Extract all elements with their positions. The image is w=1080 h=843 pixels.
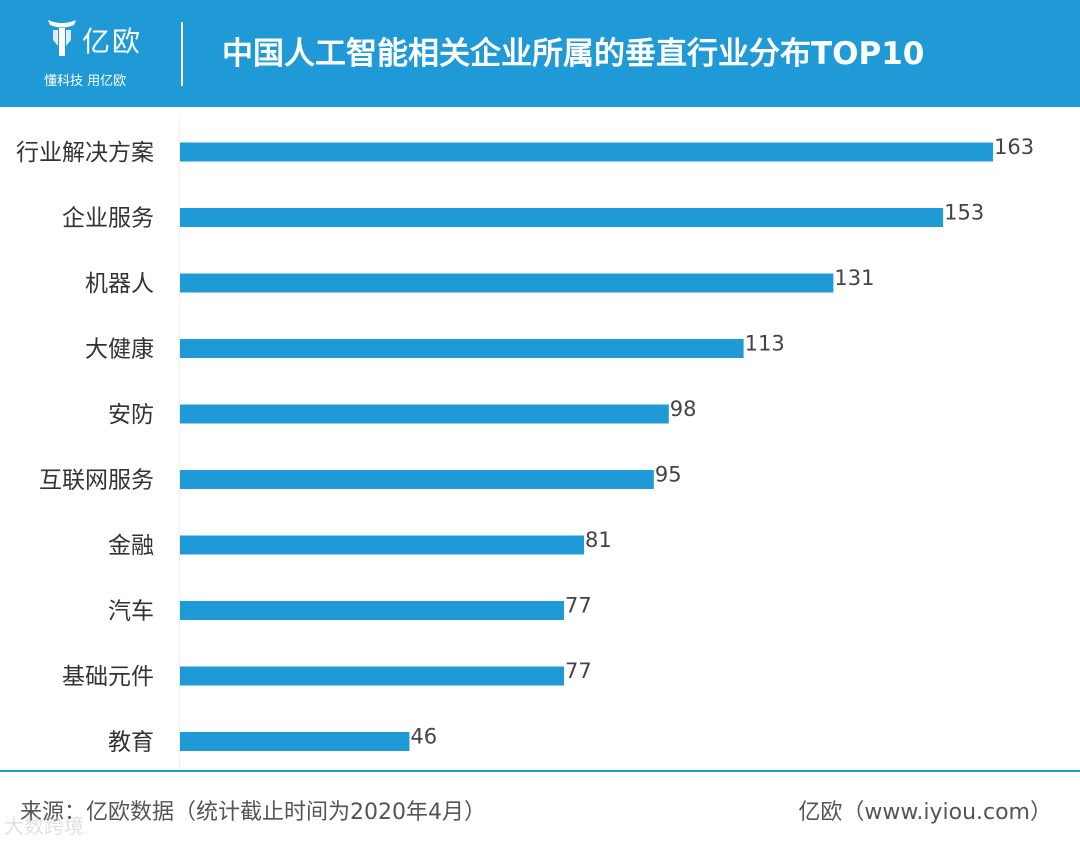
- category-label-2: 机器人: [85, 271, 154, 297]
- value-label-8: 77: [565, 659, 592, 683]
- header-divider: [181, 22, 183, 86]
- watermark: 大数跨境: [4, 814, 84, 838]
- bar-7: [180, 601, 565, 620]
- category-label-7: 汽车: [108, 599, 154, 625]
- value-label-3: 113: [745, 332, 785, 356]
- value-label-7: 77: [565, 594, 592, 618]
- category-label-4: 安防: [108, 402, 154, 428]
- bar-chart: 行业解决方案 163 企业服务 153 机器人 131 大健康 113 安防 98 互联网服务 95 金…: [16, 115, 1034, 767]
- logo: 亿欧 懂科技 用亿欧: [40, 16, 150, 92]
- category-label-6: 金融: [108, 533, 154, 559]
- value-label-5: 95: [655, 463, 682, 487]
- site-credit: 亿欧（www.iyiou.com）: [798, 800, 1052, 825]
- source-note: 来源：亿欧数据（统计截止时间为2020年4月）: [20, 800, 486, 825]
- footer-divider: [0, 770, 1080, 772]
- category-label-1: 企业服务: [62, 206, 154, 232]
- value-label-9: 46: [410, 725, 437, 749]
- bar-8: [180, 666, 565, 686]
- bar-9: [180, 732, 410, 751]
- bar-3: [180, 339, 744, 358]
- bar-1: [180, 208, 944, 227]
- value-label-2: 131: [834, 266, 874, 290]
- category-label-5: 互联网服务: [39, 468, 154, 494]
- bar-5: [180, 470, 654, 489]
- value-label-4: 98: [670, 397, 697, 421]
- category-label-9: 教育: [108, 730, 154, 756]
- logo-name: 亿欧: [82, 25, 143, 58]
- category-label-0: 行业解决方案: [16, 140, 154, 166]
- header-banner: 亿欧 懂科技 用亿欧 中国人工智能相关企业所属的垂直行业分布TOP10: [0, 0, 1080, 107]
- bar-6: [180, 535, 585, 555]
- category-label-3: 大健康: [85, 337, 154, 363]
- value-label-1: 153: [944, 201, 984, 225]
- value-label-0: 163: [994, 135, 1034, 159]
- logo-mark-icon: [48, 20, 76, 56]
- bar-4: [180, 404, 669, 424]
- chart-title: 中国人工智能相关企业所属的垂直行业分布TOP10: [222, 36, 925, 72]
- value-label-6: 81: [585, 528, 612, 552]
- bar-2: [180, 273, 834, 293]
- category-label-8: 基础元件: [62, 664, 154, 690]
- logo-slogan: 懂科技 用亿欧: [44, 74, 127, 89]
- bar-0: [180, 142, 993, 162]
